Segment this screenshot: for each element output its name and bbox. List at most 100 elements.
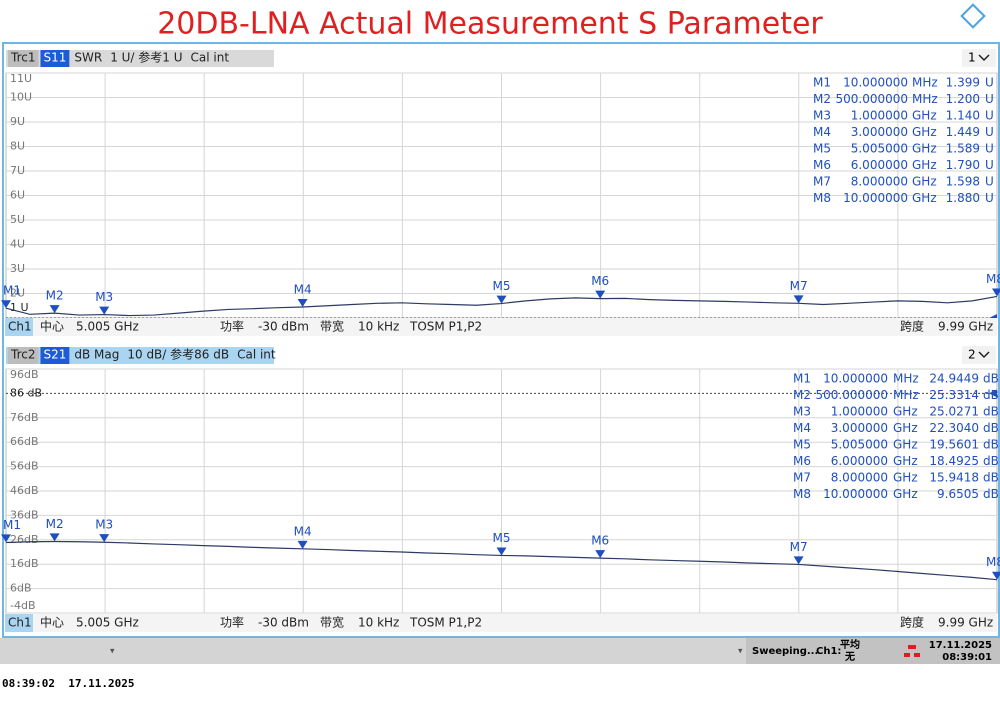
marker-table-unit: dB bbox=[983, 372, 999, 386]
trace-header-item: 1 U/ 参考1 U bbox=[110, 50, 182, 65]
marker-table-unit: U bbox=[985, 125, 994, 139]
marker-table-name: M7 bbox=[793, 471, 811, 485]
channel-bar-item: TOSM P1,P2 bbox=[409, 320, 482, 334]
marker-table-name: M6 bbox=[813, 158, 831, 172]
trace-line bbox=[5, 540, 998, 581]
y-tick-label: 46dB bbox=[10, 484, 39, 497]
y-tick-label: 76dB bbox=[10, 411, 39, 424]
marker-table-unit: U bbox=[985, 142, 994, 156]
marker-table-name: M2 bbox=[813, 92, 831, 106]
status-channel: Ch1: bbox=[816, 646, 841, 657]
channel-tag-bg bbox=[5, 614, 33, 632]
y-tick-label: 4U bbox=[10, 238, 25, 251]
channel-bar-item: 跨度 bbox=[900, 615, 924, 630]
window-button-bg bbox=[962, 49, 996, 67]
channel-bar-bg bbox=[5, 318, 997, 336]
marker bbox=[793, 556, 804, 565]
status-date: 17.11.2025 bbox=[929, 640, 992, 651]
marker bbox=[49, 533, 60, 542]
marker-table-freq: 10.000000 bbox=[823, 372, 888, 386]
marker-table-value: 15.9418 bbox=[929, 471, 979, 485]
y-tick-label: 8U bbox=[10, 140, 25, 153]
marker-table-freq-unit: GHz bbox=[912, 191, 937, 205]
marker-table-freq: 1.000000 bbox=[831, 405, 888, 419]
channel-bar-item: 中心 bbox=[40, 615, 64, 630]
marker bbox=[595, 290, 606, 299]
dropdown-arrow[interactable]: ▾ bbox=[738, 647, 743, 657]
marker-label: M5 bbox=[493, 531, 511, 545]
marker-table-freq: 1.000000 bbox=[851, 109, 908, 123]
marker-table-name: M4 bbox=[813, 125, 831, 139]
marker-table-name: M6 bbox=[793, 454, 811, 468]
marker-table-unit: dB bbox=[983, 421, 999, 435]
marker-table-unit: U bbox=[985, 109, 994, 123]
network-icon bbox=[904, 645, 920, 657]
marker-table-freq: 5.005000 bbox=[831, 438, 888, 452]
channel-tag-bg bbox=[5, 318, 33, 336]
marker-table-freq: 3.000000 bbox=[851, 125, 908, 139]
marker-table-freq: 10.000000 bbox=[843, 191, 908, 205]
status-time: 08:39:01 bbox=[942, 652, 992, 663]
marker-table-unit: dB bbox=[983, 405, 999, 419]
marker-table-name: M2 bbox=[793, 388, 811, 402]
y-tick-label: 11U bbox=[10, 72, 32, 85]
channel-bar-item: -30 dBm bbox=[258, 320, 309, 334]
marker bbox=[99, 306, 110, 315]
marker-table-unit: dB bbox=[983, 438, 999, 452]
marker-table-freq: 500.000000 bbox=[835, 92, 908, 106]
y-tick-label: 6U bbox=[10, 189, 25, 202]
marker-table-name: M1 bbox=[813, 76, 831, 90]
y-tick-label: 36dB bbox=[10, 508, 39, 521]
trace-header-item: 10 dB/ 参考86 dB bbox=[127, 347, 229, 362]
reference-label: 86 dB bbox=[10, 386, 42, 399]
channel-bar-item: Ch1 bbox=[8, 616, 32, 630]
channel-bar-item: 9.99 GHz bbox=[938, 320, 993, 334]
marker bbox=[992, 288, 1000, 297]
marker-table-freq: 6.000000 bbox=[831, 454, 888, 468]
marker bbox=[297, 540, 308, 549]
marker-table-freq-unit: MHz bbox=[893, 372, 919, 386]
y-tick-label: 26dB bbox=[10, 533, 39, 546]
trace-line bbox=[5, 295, 998, 317]
y-tick-label: 2U bbox=[10, 287, 25, 300]
marker bbox=[99, 534, 110, 543]
trace-header-box bbox=[8, 347, 39, 364]
channel-bar-item: 功率 bbox=[220, 615, 244, 630]
marker-table-unit: dB bbox=[983, 471, 999, 485]
marker-table-freq-unit: GHz bbox=[893, 421, 918, 435]
channel-bar-item: -30 dBm bbox=[258, 616, 309, 630]
channel-bar-item: 10 kHz bbox=[358, 616, 399, 630]
footer-timestamp: 08:39:02 17.11.2025 bbox=[2, 677, 134, 690]
marker bbox=[595, 550, 606, 559]
marker-table-freq-unit: GHz bbox=[893, 454, 918, 468]
y-tick-label: 96dB bbox=[10, 368, 39, 381]
channel-bar-item: 10 kHz bbox=[358, 320, 399, 334]
marker-table-value: 1.200 bbox=[946, 92, 980, 106]
marker-label: M2 bbox=[46, 289, 64, 303]
window-chevron bbox=[978, 54, 990, 62]
marker-table-freq-unit: MHz bbox=[893, 388, 919, 402]
marker-label: M8 bbox=[986, 272, 1000, 286]
trace-header-item: Trc1 bbox=[10, 51, 35, 65]
y-tick-label: 66dB bbox=[10, 435, 39, 448]
marker-label: M7 bbox=[790, 540, 808, 554]
logo bbox=[960, 3, 986, 29]
marker bbox=[49, 305, 60, 314]
channel-bar-item: 9.99 GHz bbox=[938, 616, 993, 630]
marker-table-value: 1.598 bbox=[946, 175, 980, 189]
marker-table-freq: 8.000000 bbox=[831, 471, 888, 485]
page-title: 20DB-LNA Actual Measurement S Parameter bbox=[157, 7, 823, 42]
marker-table-value: 9.6505 bbox=[937, 487, 979, 501]
y-tick-label: 3U bbox=[10, 262, 25, 275]
dropdown-arrow[interactable]: ▾ bbox=[110, 647, 115, 657]
trace-header-item: dB Mag bbox=[74, 348, 119, 362]
marker-table-name: M3 bbox=[793, 405, 811, 419]
marker-table-freq-unit: GHz bbox=[912, 175, 937, 189]
marker-label: M6 bbox=[591, 274, 609, 288]
avg-value: 无 bbox=[844, 651, 855, 663]
trace-header-item: Cal int bbox=[237, 348, 276, 362]
trace-header-box bbox=[8, 50, 39, 67]
marker-table-value: 1.589 bbox=[946, 142, 980, 156]
marker bbox=[496, 547, 507, 556]
